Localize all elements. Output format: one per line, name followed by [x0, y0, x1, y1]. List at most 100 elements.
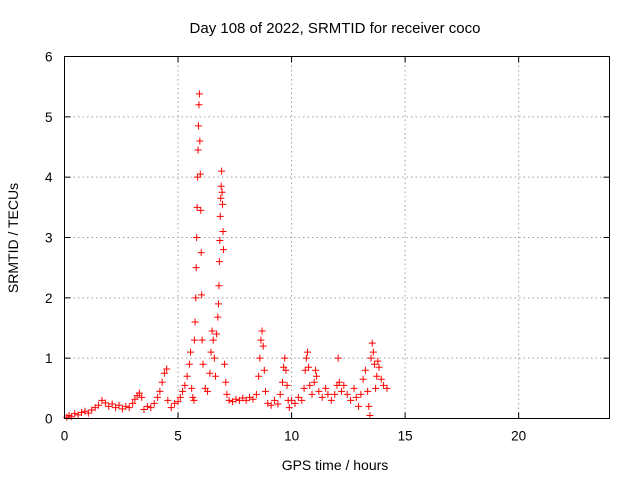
data-point — [259, 342, 267, 350]
data-point — [190, 396, 198, 404]
data-point — [298, 396, 306, 404]
data-point — [279, 378, 286, 386]
data-point — [191, 318, 199, 326]
data-point — [274, 400, 282, 408]
data-point — [222, 378, 230, 386]
data-point — [338, 387, 346, 395]
data-point — [375, 363, 383, 371]
grid — [64, 56, 610, 419]
data-point — [71, 410, 79, 418]
data-point — [190, 336, 198, 344]
data-point — [364, 387, 372, 395]
data-point — [196, 170, 204, 178]
data-point — [81, 407, 89, 415]
data-point — [138, 393, 146, 401]
data-point — [271, 396, 279, 404]
data-point — [372, 384, 380, 392]
data-point — [216, 212, 224, 220]
data-point — [156, 387, 164, 395]
data-point — [285, 404, 293, 412]
data-point — [171, 399, 179, 407]
data-point — [365, 402, 373, 410]
data-point — [160, 369, 168, 377]
data-point — [95, 401, 103, 409]
data-point — [194, 146, 202, 154]
data-points — [63, 90, 391, 421]
data-point — [267, 401, 275, 409]
x-tick-label: 0 — [61, 429, 69, 444]
data-point — [214, 313, 222, 321]
data-point — [357, 390, 365, 398]
data-point — [195, 90, 203, 98]
data-point — [361, 366, 369, 374]
data-point — [218, 167, 226, 175]
data-point — [315, 387, 323, 395]
data-point — [261, 387, 269, 395]
data-point — [185, 360, 193, 368]
data-point — [359, 375, 367, 383]
data-point — [242, 396, 250, 404]
data-point — [198, 336, 206, 344]
data-point — [179, 387, 187, 395]
data-point — [310, 378, 318, 386]
data-point — [219, 246, 227, 254]
data-point — [276, 390, 284, 398]
data-point — [324, 390, 332, 398]
data-point — [131, 395, 139, 403]
data-point — [147, 404, 155, 412]
data-point — [368, 339, 376, 347]
data-point — [204, 387, 212, 395]
data-point — [209, 336, 217, 344]
data-point — [183, 372, 191, 380]
data-point — [367, 354, 375, 362]
data-point — [282, 366, 290, 374]
y-tick-label: 1 — [45, 351, 53, 366]
data-point — [207, 348, 215, 356]
chart-title: Day 108 of 2022, SRMTID for receiver coc… — [190, 20, 481, 37]
data-point — [84, 409, 92, 417]
y-tick-label: 0 — [45, 412, 53, 427]
data-point — [167, 404, 175, 412]
data-point — [300, 384, 308, 392]
data-point — [164, 396, 172, 404]
data-point — [311, 366, 319, 374]
data-point — [215, 282, 223, 290]
data-point — [189, 393, 197, 401]
data-point — [294, 393, 302, 401]
data-point — [380, 381, 388, 389]
data-point — [374, 357, 382, 365]
data-point — [206, 369, 214, 377]
data-point — [217, 182, 225, 190]
data-point — [195, 101, 203, 109]
data-point — [196, 137, 204, 145]
data-point — [343, 390, 351, 398]
data-point — [331, 390, 339, 398]
data-point — [225, 396, 233, 404]
data-point — [366, 411, 374, 419]
data-point — [101, 399, 109, 407]
data-point — [256, 354, 264, 362]
data-point — [192, 264, 200, 272]
data-point — [377, 375, 385, 383]
y-tick-label: 3 — [45, 231, 53, 246]
axis-ticks: 0 5 10 15 20 0 1 2 3 4 5 6 — [45, 50, 610, 444]
data-point — [197, 206, 205, 214]
y-tick-label: 6 — [45, 50, 53, 65]
data-point — [347, 396, 355, 404]
data-point — [369, 348, 377, 356]
data-point — [301, 366, 309, 374]
data-point — [187, 348, 195, 356]
data-point — [218, 188, 226, 196]
x-tick-label: 15 — [398, 429, 413, 444]
data-point — [154, 393, 162, 401]
data-point — [143, 402, 151, 410]
data-point — [355, 402, 363, 410]
data-point — [193, 234, 201, 241]
data-point — [335, 378, 343, 386]
data-point — [313, 372, 321, 380]
data-point — [125, 404, 133, 412]
y-axis-label: SRMTID / TECUs — [5, 183, 21, 293]
data-point — [340, 381, 348, 389]
